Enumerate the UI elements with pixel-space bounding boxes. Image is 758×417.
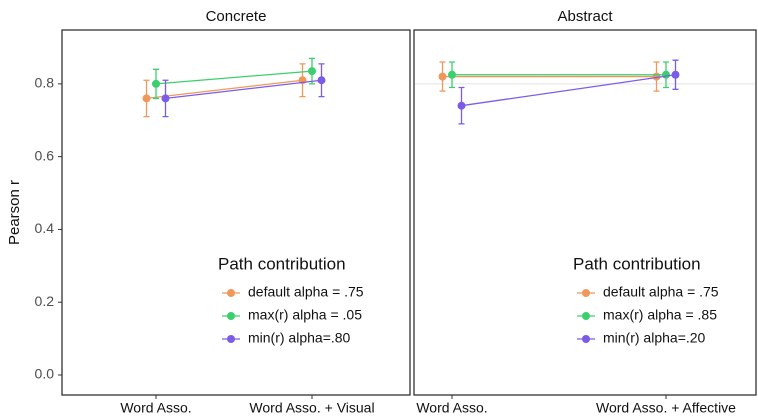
x-tick-label: Word Asso.	[120, 400, 191, 416]
panel	[61, 29, 411, 396]
y-tick-label: 0.0	[35, 366, 55, 382]
legend-label: default alpha = .75	[603, 284, 719, 300]
series-line	[146, 79, 303, 100]
legend-swatch-point	[227, 335, 235, 343]
panel-title: Abstract	[557, 8, 613, 25]
series-line	[461, 74, 676, 107]
legend-label: max(r) alpha = .85	[603, 307, 717, 323]
legend-title: Path contribution	[218, 254, 346, 273]
point	[438, 72, 447, 81]
y-tick-label: 0.4	[35, 220, 55, 236]
point	[161, 94, 170, 103]
legend-swatch-point	[582, 289, 590, 297]
legend-swatch-point	[582, 335, 590, 343]
point	[308, 67, 316, 76]
legend-label: min(r) alpha=.20	[603, 330, 706, 346]
x-tick-label: Word Asso. + Affective	[596, 400, 736, 416]
series-line	[155, 70, 313, 85]
legend-label: max(r) alpha = .05	[248, 307, 362, 323]
x-tick-label: Word Asso. + Visual	[249, 400, 374, 416]
point	[448, 70, 456, 79]
series-line	[165, 79, 322, 100]
legend-swatch-point	[582, 312, 590, 320]
legend-label: default alpha = .75	[248, 284, 364, 300]
y-axis-label: Pearson r	[6, 180, 23, 245]
panel-title: Concrete	[206, 8, 267, 25]
legend-swatch-point	[227, 289, 235, 297]
panel	[413, 29, 757, 396]
x-tick-label: Word Asso.	[416, 400, 487, 416]
y-tick-label: 0.6	[35, 147, 55, 163]
point	[152, 79, 160, 88]
y-tick-label: 0.8	[35, 75, 55, 91]
legend-swatch-point	[227, 312, 235, 320]
y-tick-label: 0.2	[35, 293, 55, 309]
point	[142, 94, 151, 103]
point	[457, 101, 466, 110]
point	[317, 76, 326, 85]
point	[671, 70, 680, 79]
legend-label: min(r) alpha=.80	[248, 330, 351, 346]
point	[662, 70, 670, 79]
legend-title: Path contribution	[573, 254, 701, 273]
